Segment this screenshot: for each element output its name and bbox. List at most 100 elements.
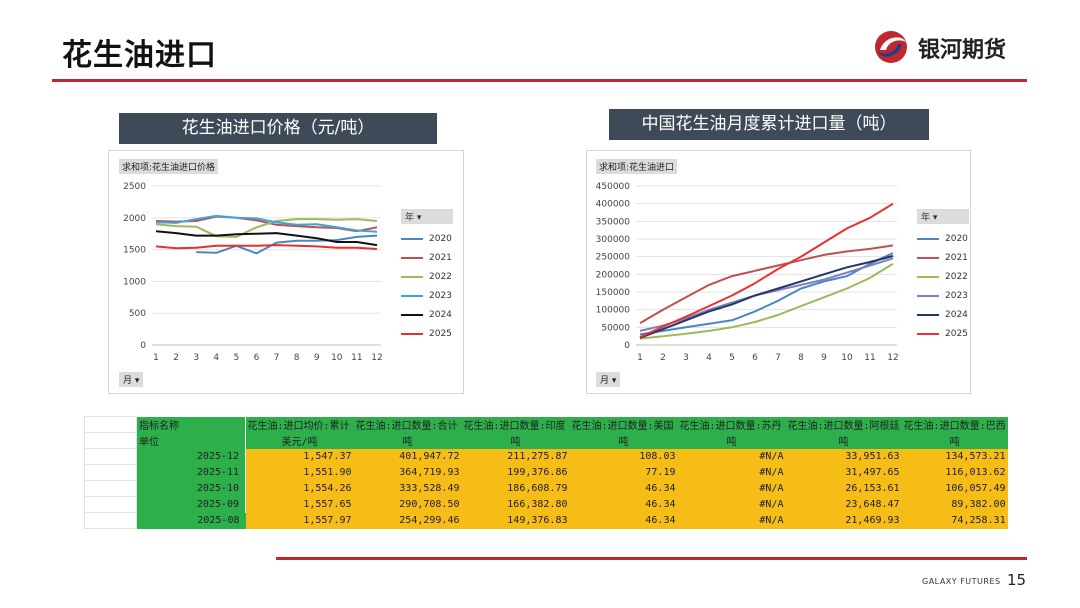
table-value-cell: 33,951.63 bbox=[785, 448, 902, 465]
price-chart-legend: 年 ▾ 2020 2021 2022 2023 2024 2025 bbox=[401, 209, 453, 343]
blank-cell bbox=[84, 464, 137, 481]
legend-item-2024: 2024 bbox=[917, 305, 969, 324]
chart-title-price: 花生油进口价格（元/吨） bbox=[119, 113, 437, 144]
table-value-cell: 108.03 bbox=[569, 448, 678, 465]
legend-label: 2021 bbox=[429, 252, 452, 263]
y-tick-label: 100000 bbox=[596, 306, 631, 316]
footer-brand: GALAXY FUTURES bbox=[922, 577, 1001, 586]
x-tick-label: 3 bbox=[683, 353, 689, 363]
series-line-2020 bbox=[639, 252, 894, 336]
year-filter-button[interactable]: 年 ▾ bbox=[401, 209, 453, 224]
legend-label: 2025 bbox=[429, 328, 452, 339]
x-tick-label: 9 bbox=[821, 353, 827, 363]
table-value-cell: 254,299.46 bbox=[353, 512, 462, 529]
header-divider bbox=[52, 79, 1027, 82]
table-value-cell: 199,376.86 bbox=[461, 464, 570, 481]
year-filter-button[interactable]: 年 ▾ bbox=[917, 209, 969, 224]
x-tick-label: 12 bbox=[887, 353, 898, 363]
table-date-cell: 2025-11 bbox=[136, 464, 246, 481]
table-header-cell: 花生油:进口均价:累计 bbox=[245, 416, 354, 433]
table-value-cell: 116,013.62 bbox=[901, 464, 1008, 481]
legend-item-2023: 2023 bbox=[917, 286, 969, 305]
brand-logo: 银河期货 bbox=[872, 28, 1032, 66]
legend-swatch bbox=[917, 332, 939, 335]
table-unit-row: 单位 美元/吨吨吨吨吨吨吨 bbox=[84, 432, 1008, 449]
table-row: 2025-10 1,554.26 333,528.49 186,608.79 46.34… bbox=[84, 480, 1008, 497]
legend-label: 2024 bbox=[945, 309, 968, 320]
table-header-cell: 花生油:进口数量:美国 bbox=[569, 416, 678, 433]
legend-item-2020: 2020 bbox=[401, 229, 453, 248]
table-header-cell: 花生油:进口数量:苏丹 bbox=[677, 416, 786, 433]
table-unit-cell: 美元/吨 bbox=[245, 432, 354, 449]
series-line-2022 bbox=[639, 262, 894, 340]
legend-label: 2025 bbox=[945, 328, 968, 339]
legend-swatch bbox=[401, 275, 423, 278]
month-filter-button[interactable]: 月 ▾ bbox=[596, 372, 621, 387]
page-title: 花生油进口 bbox=[62, 38, 217, 73]
y-tick-label: 200000 bbox=[596, 270, 631, 280]
x-tick-label: 11 bbox=[864, 353, 875, 363]
table-header-cell: 花生油:进口数量:巴西 bbox=[901, 416, 1008, 433]
legend-swatch bbox=[917, 237, 939, 240]
legend-title: 年 bbox=[921, 213, 931, 223]
legend-swatch bbox=[401, 237, 423, 240]
x-tick-label: 1 bbox=[637, 353, 643, 363]
pivot-field-label[interactable]: 求和项:花生油进口价格 bbox=[119, 159, 219, 174]
series-line-2022 bbox=[155, 218, 378, 238]
legend-title: 年 bbox=[405, 213, 415, 223]
x-tick-label: 6 bbox=[254, 353, 260, 363]
series-line-2024 bbox=[155, 230, 378, 247]
y-tick-label: 1000 bbox=[123, 277, 146, 287]
chart-title-volume: 中国花生油月度累计进口量（吨） bbox=[609, 109, 929, 140]
table-unit-cell: 单位 bbox=[136, 432, 246, 449]
pivot-field-label[interactable]: 求和项:花生油进口 bbox=[596, 159, 678, 174]
legend-swatch bbox=[401, 313, 423, 316]
table-value-cell: #N/A bbox=[677, 512, 786, 529]
x-tick-label: 8 bbox=[798, 353, 804, 363]
table-value-cell: #N/A bbox=[677, 448, 786, 465]
table-row: 2025-09 1,557.65 290,708.50 166,382.80 46.34… bbox=[84, 496, 1008, 513]
table-value-cell: #N/A bbox=[677, 464, 786, 481]
table-value-cell: 74,258.31 bbox=[901, 512, 1008, 529]
blank-cell bbox=[84, 448, 137, 465]
legend-label: 2022 bbox=[945, 271, 968, 282]
table-unit-cell: 吨 bbox=[569, 432, 678, 449]
x-tick-label: 11 bbox=[351, 353, 362, 363]
table-unit-cell: 吨 bbox=[353, 432, 462, 449]
series-line-2025 bbox=[639, 202, 894, 339]
table-unit-cell: 吨 bbox=[785, 432, 902, 449]
series-line-2024 bbox=[639, 255, 894, 339]
volume-chart-legend: 年 ▾ 2020 2021 2022 2023 2024 2025 bbox=[917, 209, 969, 343]
x-tick-label: 5 bbox=[729, 353, 735, 363]
x-tick-label: 10 bbox=[331, 353, 343, 363]
table-date-cell: 2025-08 bbox=[136, 512, 246, 529]
table-row: 2025-08 1,557.97 254,299.46 149,376.83 46.34… bbox=[84, 512, 1008, 529]
footer-divider bbox=[276, 557, 1027, 560]
table-value-cell: 211,275.87 bbox=[461, 448, 570, 465]
y-tick-label: 150000 bbox=[596, 288, 631, 298]
legend-label: 2023 bbox=[429, 290, 452, 301]
table-value-cell: 46.34 bbox=[569, 496, 678, 513]
table-row: 2025-11 1,551.90 364,719.93 199,376.86 77.19… bbox=[84, 464, 1008, 481]
table-value-cell: 166,382.80 bbox=[461, 496, 570, 513]
table-value-cell: 134,573.21 bbox=[901, 448, 1008, 465]
series-line-2023 bbox=[155, 214, 378, 233]
x-tick-label: 7 bbox=[775, 353, 781, 363]
y-tick-label: 0 bbox=[140, 341, 146, 351]
table-header-cell: 指标名称 bbox=[136, 416, 246, 433]
legend-label: 2020 bbox=[945, 233, 968, 244]
x-tick-label: 7 bbox=[274, 353, 280, 363]
legend-label: 2023 bbox=[945, 290, 968, 301]
volume-chart-plot: 0 50000 100000 150000 200000 250000 300000 3500… bbox=[596, 182, 899, 363]
month-filter-label: 月 bbox=[600, 376, 610, 386]
legend-item-2023: 2023 bbox=[401, 286, 453, 305]
legend-item-2021: 2021 bbox=[401, 248, 453, 267]
month-filter-button[interactable]: 月 ▾ bbox=[119, 372, 144, 387]
table-value-cell: 149,376.83 bbox=[461, 512, 570, 529]
y-tick-label: 250000 bbox=[596, 253, 631, 263]
table-value-cell: 46.34 bbox=[569, 480, 678, 497]
series-line-2021 bbox=[639, 244, 894, 324]
legend-swatch bbox=[917, 256, 939, 259]
legend-label: 2020 bbox=[429, 233, 452, 244]
table-unit-cell: 吨 bbox=[901, 432, 1008, 449]
